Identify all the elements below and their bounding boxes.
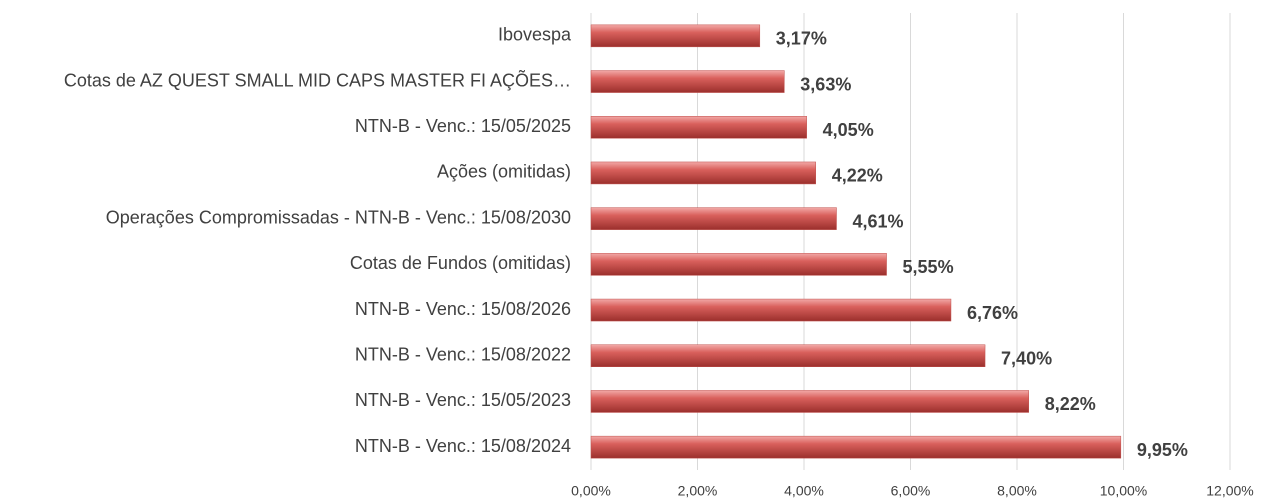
bar (590, 161, 816, 185)
bar (590, 435, 1122, 459)
data-label: 4,22% (832, 166, 883, 186)
data-label: 4,61% (852, 211, 903, 231)
bar (590, 253, 887, 276)
x-tick-label: 6,00% (891, 483, 931, 499)
x-tick-label: 4,00% (784, 483, 824, 499)
bar (590, 298, 952, 322)
bar (590, 390, 1029, 413)
x-tick-label: 12,00% (1206, 483, 1253, 499)
bar (590, 116, 807, 139)
y-tick-label: NTN-B - Venc.: 15/08/2024 (355, 436, 571, 456)
data-label: 3,17% (776, 29, 827, 49)
bar (590, 24, 761, 48)
data-label: 4,05% (823, 120, 874, 140)
bar (590, 70, 785, 93)
x-tick-label: 2,00% (678, 483, 718, 499)
data-label: 6,76% (967, 303, 1018, 323)
bar (590, 344, 986, 367)
data-label: 7,40% (1001, 349, 1052, 369)
data-label: 3,63% (800, 74, 851, 94)
x-tick-label: 0,00% (571, 483, 611, 499)
data-label: 5,55% (903, 257, 954, 277)
y-tick-label: Cotas de Fundos (omitidas) (350, 253, 571, 273)
y-tick-label: NTN-B - Venc.: 15/08/2026 (355, 299, 571, 319)
x-tick-label: 10,00% (1100, 483, 1147, 499)
y-tick-label: Operações Compromissadas - NTN-B - Venc.… (106, 207, 571, 227)
x-tick-label: 8,00% (997, 483, 1037, 499)
y-tick-label: Ações (omitidas) (437, 162, 571, 182)
data-label: 9,95% (1137, 440, 1188, 460)
y-tick-label: Cotas de AZ QUEST SMALL MID CAPS MASTER … (64, 69, 571, 90)
y-tick-label: NTN-B - Venc.: 15/08/2022 (355, 345, 571, 365)
bar (590, 207, 837, 230)
y-tick-label: Ibovespa (498, 25, 572, 45)
y-tick-label: NTN-B - Venc.: 15/05/2025 (355, 116, 571, 136)
data-label: 8,22% (1045, 394, 1096, 414)
y-tick-label: NTN-B - Venc.: 15/05/2023 (355, 390, 571, 410)
